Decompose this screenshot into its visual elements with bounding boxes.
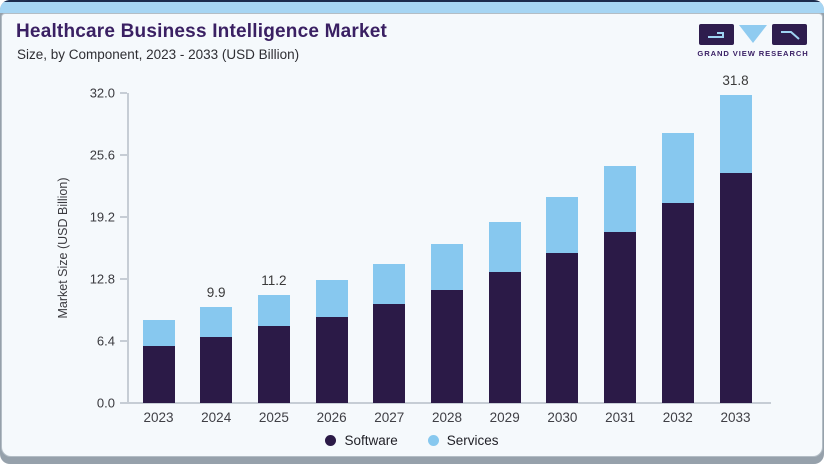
bar-2023 [142, 319, 175, 403]
y-tick-mark [120, 402, 127, 404]
y-tick-label: 25.6 [89, 147, 115, 163]
x-tick-label-2032: 2032 [662, 410, 693, 425]
bar-2030-software-segment [546, 252, 579, 403]
x-tick-label-2030: 2030 [547, 410, 578, 425]
bar-2026-services-segment [315, 279, 348, 317]
legend-dot-icon [427, 435, 439, 446]
y-axis-line [127, 93, 129, 403]
x-tick-label-2031: 2031 [605, 410, 636, 425]
bar-value-label-2024: 9.9 [206, 285, 226, 301]
chart-subtitle: Size, by Component, 2023 - 2033 (USD Bil… [17, 47, 300, 62]
top-accent-bar [0, 0, 824, 13]
y-tick-mark [120, 216, 127, 218]
y-tick-label: 6.4 [96, 333, 115, 349]
y-tick-mark [120, 154, 127, 156]
x-tick-label-2023: 2023 [143, 410, 174, 425]
gvr-logo-icon [694, 24, 812, 45]
bar-2031 [604, 165, 637, 403]
x-tick-label-2029: 2029 [489, 410, 520, 425]
bar-2031-software-segment [604, 231, 637, 403]
y-tick-mark [120, 278, 127, 280]
bar-2030-services-segment [546, 196, 579, 253]
bar-2033-software-segment [719, 173, 752, 403]
bar-2025-services-segment [257, 294, 290, 327]
bar-2033-services-segment [719, 94, 752, 174]
bar-2025-software-segment [257, 326, 290, 403]
bar-2029-software-segment [488, 272, 521, 403]
bar-2032 [661, 132, 694, 403]
legend: Software Services [2, 433, 822, 448]
legend-label: Services [446, 433, 499, 448]
bar-2028-software-segment [431, 289, 463, 403]
bar-2029 [488, 221, 521, 403]
bar-2024-services-segment [200, 307, 233, 338]
bar-2028-services-segment [431, 244, 463, 290]
y-tick-label: 32.0 [89, 85, 115, 101]
legend-item-services: Services [427, 433, 499, 448]
x-tick-label-2024: 2024 [201, 410, 232, 425]
legend-label: Software [344, 433, 398, 448]
x-tick-label-2026: 2026 [316, 410, 347, 425]
y-tick-mark [120, 340, 127, 342]
legend-item-software: Software [325, 433, 398, 448]
bar-value-label-2033: 31.8 [722, 72, 749, 88]
y-tick-label: 0.0 [96, 395, 115, 411]
y-tick-mark [120, 92, 127, 94]
bar-2027 [373, 263, 406, 403]
bar-2024-software-segment [200, 337, 233, 403]
bar-2023-services-segment [142, 319, 175, 346]
bar-2023-software-segment [142, 345, 175, 403]
bar-2032-software-segment [661, 203, 694, 403]
chart-card: Healthcare Business Intelligence Market … [1, 13, 823, 457]
logo-text: GRAND VIEW RESEARCH [697, 49, 809, 58]
bar-2026 [315, 279, 348, 403]
chart-title: Healthcare Business Intelligence Market [16, 21, 388, 42]
bar-2028 [431, 244, 463, 403]
bar-value-label-2025: 11.2 [261, 272, 287, 288]
logo-v-triangle-icon [739, 25, 767, 43]
x-tick-label-2028: 2028 [431, 410, 463, 425]
x-tick-label-2025: 2025 [258, 410, 289, 425]
logo-r-block-icon [772, 24, 807, 45]
bar-2027-software-segment [373, 304, 406, 403]
bar-2030 [546, 196, 579, 403]
bar-2024 [200, 307, 233, 403]
logo-g-block-icon [699, 24, 734, 45]
y-tick-label: 12.8 [89, 271, 115, 287]
y-axis-title: Market Size (USD Billion) [56, 177, 70, 319]
bar-2026-software-segment [315, 316, 348, 403]
legend-dot-icon [325, 435, 337, 446]
bar-2029-services-segment [488, 221, 521, 273]
plot-area: 0.0 6.4 12.8 19.2 25.6 32.0 2023 9.9 2024 11.2 202… [90, 73, 771, 425]
gvr-logo: GRAND VIEW RESEARCH [694, 24, 812, 58]
x-axis-line [127, 402, 771, 404]
bar-2025 [257, 294, 290, 403]
y-tick-label: 19.2 [89, 209, 115, 225]
x-tick-label-2033: 2033 [720, 410, 751, 425]
x-tick-label-2027: 2027 [374, 410, 405, 425]
bar-2032-services-segment [661, 132, 694, 204]
bar-2033 [719, 94, 752, 403]
bar-2031-services-segment [604, 165, 637, 232]
bar-2027-services-segment [373, 263, 406, 305]
